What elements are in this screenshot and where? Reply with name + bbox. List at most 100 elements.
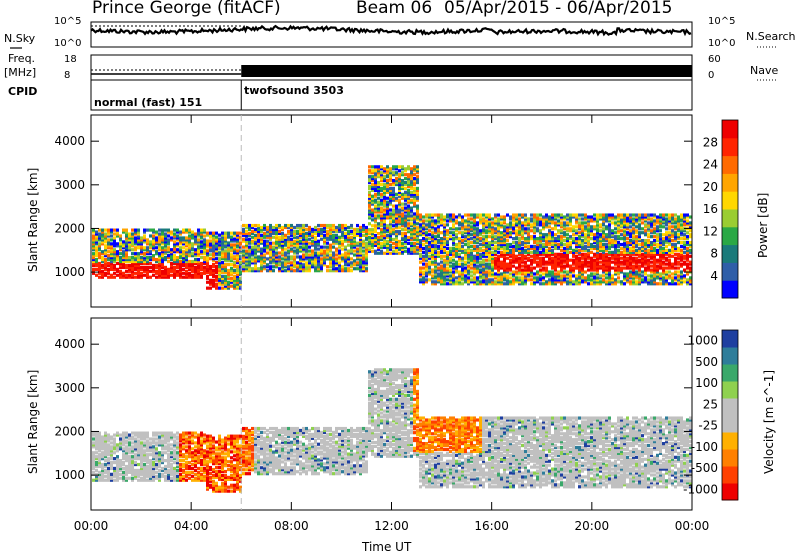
data-cell <box>446 274 449 278</box>
data-cell <box>602 266 605 270</box>
data-cell <box>620 280 623 284</box>
data-cell <box>533 225 536 229</box>
data-cell <box>401 222 404 226</box>
data-cell <box>659 213 662 217</box>
data-cell <box>113 242 116 246</box>
data-cell <box>383 245 386 249</box>
data-cell <box>122 242 125 246</box>
data-cell <box>143 254 146 258</box>
data-cell <box>563 258 566 262</box>
data-cell <box>560 235 563 239</box>
data-cell <box>512 256 515 260</box>
data-cell <box>383 196 386 200</box>
data-cell <box>242 223 245 228</box>
data-cell <box>617 217 620 221</box>
data-cell <box>686 266 689 270</box>
data-cell <box>377 180 380 185</box>
data-cell <box>500 223 503 227</box>
data-cell <box>359 265 362 269</box>
data-cell <box>203 234 206 238</box>
data-cell <box>665 278 668 282</box>
data-cell <box>179 252 182 256</box>
data-cell <box>479 219 482 223</box>
data-cell <box>482 219 485 223</box>
data-cell <box>419 254 422 258</box>
data-cell <box>257 235 260 239</box>
data-cell <box>482 217 485 221</box>
data-cell <box>428 250 431 254</box>
data-cell <box>269 227 272 232</box>
data-cell <box>386 224 389 228</box>
data-cell <box>413 212 416 216</box>
data-cell <box>365 235 368 239</box>
data-cell <box>461 246 464 251</box>
data-cell <box>128 263 131 268</box>
data-cell <box>365 255 368 259</box>
freq-label: Freq. <box>8 52 36 65</box>
data-cell <box>278 261 281 265</box>
data-cell <box>668 215 671 219</box>
data-cell <box>446 219 449 223</box>
data-cell <box>464 268 467 272</box>
data-cell <box>236 261 239 265</box>
data-cell <box>569 244 572 249</box>
data-cell <box>674 225 677 229</box>
data-cell <box>251 241 254 245</box>
data-cell <box>674 217 677 221</box>
data-cell <box>275 243 278 247</box>
data-cell <box>578 221 581 225</box>
data-cell <box>488 217 491 221</box>
data-cell <box>365 267 368 271</box>
data-cell <box>245 255 248 259</box>
data-cell <box>233 270 236 275</box>
data-cell <box>614 235 617 239</box>
data-cell <box>257 225 260 230</box>
data-cell <box>431 235 434 239</box>
data-cell <box>497 266 500 270</box>
data-cell <box>302 257 305 261</box>
data-cell <box>140 252 143 256</box>
data-cell <box>512 244 515 249</box>
nsearch-top-tick: 10^5 <box>708 16 736 27</box>
data-cell <box>494 223 497 227</box>
data-cell <box>518 262 521 266</box>
data-cell <box>575 262 578 266</box>
data-cell <box>524 274 527 278</box>
data-cell <box>275 229 278 234</box>
data-cell <box>125 232 128 236</box>
data-cell <box>524 221 527 225</box>
data-cell <box>323 241 326 245</box>
data-cell <box>587 244 590 249</box>
data-cell <box>365 247 368 251</box>
data-cell <box>407 206 410 210</box>
data-cell <box>596 213 599 217</box>
data-cell <box>191 236 194 240</box>
data-cell <box>437 238 440 243</box>
data-cell <box>242 237 245 241</box>
data-cell <box>308 231 311 235</box>
data-cell <box>335 233 338 237</box>
data-cell <box>515 217 518 221</box>
data-cell <box>371 198 374 202</box>
data-cell <box>446 278 449 282</box>
data-cell <box>503 237 506 241</box>
data-cell <box>158 256 161 260</box>
data-cell <box>452 254 455 258</box>
data-cell <box>671 248 674 252</box>
data-cell <box>674 276 677 280</box>
data-cell <box>632 227 635 231</box>
data-cell <box>158 254 161 258</box>
data-cell <box>278 257 281 261</box>
data-cell <box>590 272 593 276</box>
data-cell <box>158 269 161 273</box>
data-cell <box>296 229 299 234</box>
data-cell <box>539 238 542 243</box>
data-cell <box>332 259 335 263</box>
data-cell <box>518 278 521 282</box>
data-cell <box>623 235 626 239</box>
data-cell <box>308 249 311 253</box>
data-cell <box>650 246 653 251</box>
data-cell <box>287 251 290 255</box>
data-cell <box>233 249 236 253</box>
data-cell <box>251 225 254 230</box>
